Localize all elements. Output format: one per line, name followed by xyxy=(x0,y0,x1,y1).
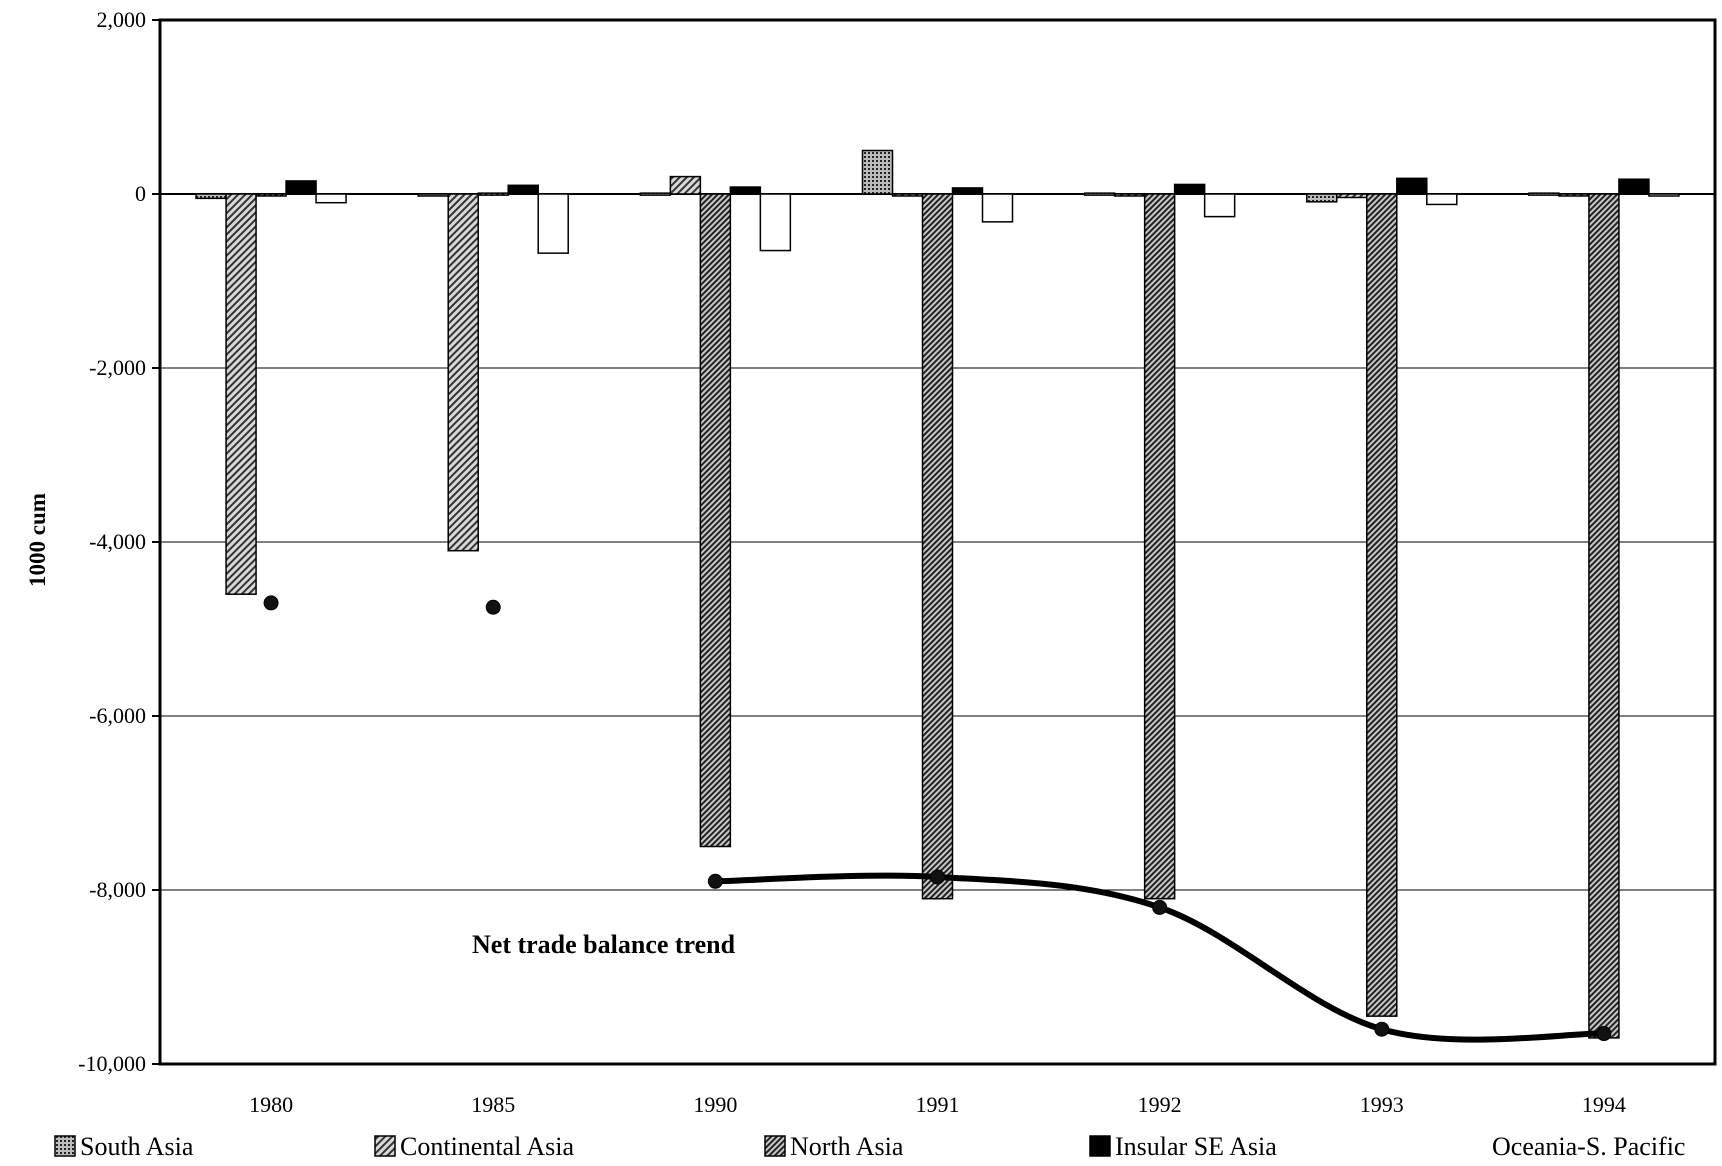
x-tick-label: 1991 xyxy=(916,1092,960,1117)
bar xyxy=(537,193,569,254)
bar xyxy=(1396,177,1428,195)
legend-swatch xyxy=(764,1135,786,1157)
bar xyxy=(195,193,227,200)
legend-swatch xyxy=(1089,1135,1111,1157)
bar xyxy=(1306,193,1338,203)
y-tick-label: -4,000 xyxy=(89,529,146,554)
bar xyxy=(1366,193,1398,1017)
bar xyxy=(951,187,984,195)
bar xyxy=(1336,193,1368,199)
bar xyxy=(1203,193,1236,218)
bar xyxy=(1558,193,1590,197)
trend-point xyxy=(1596,1026,1612,1042)
legend-label: North Asia xyxy=(790,1132,904,1161)
legend-swatch xyxy=(54,1135,76,1157)
bar xyxy=(285,180,317,195)
y-axis-ticks: 2,000 0 -2,000 -4,000 -6,000 -8,000 -10,000 xyxy=(78,7,160,1076)
legend-label: South Asia xyxy=(80,1132,194,1161)
bar xyxy=(861,149,894,195)
legend-label: Insular SE Asia xyxy=(1115,1132,1277,1161)
x-tick-label: 1992 xyxy=(1138,1092,1182,1117)
x-tick-label: 1993 xyxy=(1360,1092,1404,1117)
bar xyxy=(1113,193,1146,197)
bar xyxy=(639,192,672,196)
bar xyxy=(1618,178,1650,195)
bar xyxy=(891,193,924,197)
trend-point xyxy=(707,873,723,889)
trend-annotation: Net trade balance trend xyxy=(472,930,736,959)
legend: South Asia Continental Asia North Asia Insu… xyxy=(54,1132,1685,1161)
y-tick-label: -6,000 xyxy=(89,703,146,728)
bar xyxy=(225,193,257,595)
bar xyxy=(1426,193,1458,206)
bar xyxy=(255,193,287,197)
bar xyxy=(669,175,702,195)
bars xyxy=(195,149,1680,1039)
bar xyxy=(1588,193,1620,1039)
x-tick-label: 1985 xyxy=(471,1092,515,1117)
bar xyxy=(1648,193,1680,197)
trend-point xyxy=(485,599,501,615)
y-tick-label: 0 xyxy=(135,181,146,206)
legend-label: Continental Asia xyxy=(400,1132,575,1161)
trend-point xyxy=(930,869,945,885)
trend-point xyxy=(263,595,279,611)
bar xyxy=(981,193,1014,223)
x-axis-ticks: 1980 1985 1990 1991 1992 1993 1994 xyxy=(249,1092,1626,1117)
bar xyxy=(1083,192,1116,196)
bar xyxy=(1173,183,1206,195)
bar xyxy=(315,193,347,204)
bar xyxy=(699,193,732,848)
trend-point xyxy=(1374,1021,1390,1037)
bar xyxy=(507,184,539,195)
trend-point xyxy=(1152,899,1168,915)
bar xyxy=(729,186,762,195)
bar xyxy=(921,193,954,900)
legend-label: Oceania-S. Pacific xyxy=(1492,1132,1685,1161)
y-tick-label: -10,000 xyxy=(78,1051,146,1076)
y-tick-label: -2,000 xyxy=(89,355,146,380)
bar xyxy=(759,193,792,252)
bar xyxy=(1528,192,1560,196)
y-tick-label: 2,000 xyxy=(97,7,147,32)
bar xyxy=(447,193,479,552)
x-tick-label: 1980 xyxy=(249,1092,293,1117)
x-tick-label: 1990 xyxy=(693,1092,737,1117)
y-axis-title: 1000 cum xyxy=(25,493,50,587)
y-tick-label: -8,000 xyxy=(89,877,146,902)
legend-swatch xyxy=(374,1135,396,1157)
x-tick-label: 1994 xyxy=(1582,1092,1626,1117)
bar xyxy=(477,192,509,196)
bar xyxy=(1143,193,1176,900)
bar xyxy=(417,193,449,197)
trend-line xyxy=(263,595,1612,1043)
